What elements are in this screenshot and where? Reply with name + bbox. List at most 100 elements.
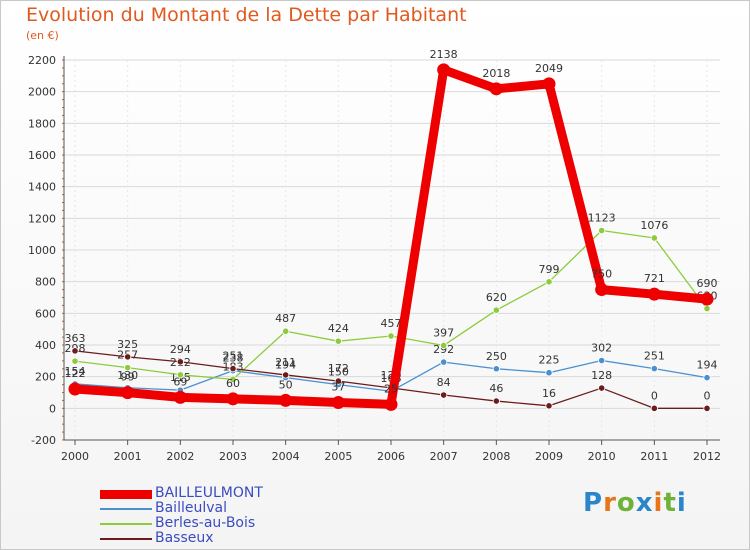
y-minor-tick <box>62 178 64 180</box>
y-minor-tick <box>62 273 64 275</box>
data-point-berles-au-bois <box>176 371 184 379</box>
y-minor-tick <box>62 439 64 441</box>
y-minor-tick <box>62 265 64 267</box>
x-tick-label: 2003 <box>219 450 247 463</box>
data-point-bailleulmont <box>384 397 398 411</box>
data-point-bailleulmont <box>647 287 661 301</box>
x-tick-label: 2011 <box>640 450 668 463</box>
y-minor-tick <box>62 194 64 196</box>
data-point-basseux <box>703 404 711 412</box>
data-label-bailleulval: 225 <box>539 354 560 367</box>
data-point-bailleulmont <box>226 392 240 406</box>
y-tick-label: 0 <box>49 402 56 415</box>
data-label-basseux: 16 <box>542 387 556 400</box>
y-minor-tick <box>62 67 64 69</box>
data-label-bailleulval: 194 <box>697 359 718 372</box>
y-minor-tick <box>62 107 64 108</box>
y-minor-tick <box>62 344 64 346</box>
y-minor-tick <box>62 392 64 393</box>
chart-unit: (en €) <box>26 29 59 42</box>
data-label-bailleulmont: 25 <box>384 382 398 395</box>
y-minor-tick <box>62 209 64 211</box>
data-label-berles-au-bois: 424 <box>328 322 349 335</box>
data-point-basseux <box>598 384 606 392</box>
y-minor-tick <box>62 162 64 164</box>
y-minor-tick <box>62 336 64 338</box>
y-tick-label: 1800 <box>28 117 56 130</box>
data-point-basseux <box>440 391 448 399</box>
data-point-basseux <box>229 364 237 373</box>
data-point-bailleulmont <box>68 382 82 396</box>
y-tick-label: 400 <box>35 339 56 352</box>
data-point-berles-au-bois <box>387 332 395 340</box>
legend-label: Berles-au-Bois <box>155 515 256 531</box>
y-minor-tick <box>62 376 64 378</box>
data-label-basseux: 46 <box>489 382 503 395</box>
y-tick-label: 600 <box>35 307 56 320</box>
data-point-bailleulmont <box>173 390 187 404</box>
x-tick-label: 2006 <box>377 450 405 463</box>
x-tick-label: 2008 <box>482 450 510 463</box>
data-label-basseux: 0 <box>651 389 658 402</box>
data-point-bailleulval <box>440 358 448 366</box>
data-label-bailleulmont: 2138 <box>430 48 458 61</box>
y-minor-tick <box>62 384 64 386</box>
y-minor-tick <box>62 281 64 283</box>
data-point-berles-au-bois <box>650 234 658 242</box>
data-label-basseux: 128 <box>591 369 612 382</box>
data-point-bailleulval <box>545 369 553 377</box>
y-minor-tick <box>62 289 64 291</box>
x-tick-label: 2012 <box>693 450 721 463</box>
data-point-bailleulmont <box>331 395 345 409</box>
data-label-berles-au-bois: 397 <box>433 326 454 339</box>
data-label-bailleulmont: 50 <box>279 378 293 391</box>
data-point-bailleulmont <box>437 63 451 77</box>
y-minor-tick <box>62 202 64 203</box>
data-label-bailleulmont: 37 <box>331 380 345 393</box>
data-label-bailleulval: 292 <box>433 343 454 356</box>
y-minor-tick <box>62 241 64 243</box>
data-point-berles-au-bois <box>229 375 237 383</box>
data-label-bailleulval: 238 <box>223 352 244 365</box>
data-label-basseux: 84 <box>437 376 451 389</box>
y-minor-tick <box>62 304 64 306</box>
data-point-basseux <box>492 397 500 405</box>
y-minor-tick <box>62 122 64 124</box>
y-minor-tick <box>62 99 64 101</box>
data-label-bailleulmont: 60 <box>226 377 240 390</box>
data-label-berles-au-bois: 620 <box>486 291 507 304</box>
y-minor-tick <box>62 170 64 172</box>
y-minor-tick <box>62 233 64 235</box>
y-minor-tick <box>62 423 64 425</box>
data-label-bailleulval: 130 <box>117 369 138 382</box>
data-label-basseux: 211 <box>275 356 296 369</box>
y-minor-tick <box>62 186 64 188</box>
y-minor-tick <box>62 130 64 132</box>
data-label-bailleulmont: 2018 <box>482 67 510 80</box>
chart-title: Evolution du Montant de la Dette par Hab… <box>26 4 467 26</box>
data-point-basseux <box>71 347 79 355</box>
y-minor-tick <box>62 352 64 354</box>
data-label-bailleulmont: 2049 <box>535 62 563 75</box>
data-point-bailleulmont <box>542 77 556 91</box>
data-label-berles-au-bois: 487 <box>275 312 296 325</box>
data-point-berles-au-bois <box>545 278 553 286</box>
data-label-berles-au-bois: 799 <box>539 263 560 276</box>
y-minor-tick <box>62 431 64 433</box>
x-tick-label: 2010 <box>588 450 616 463</box>
y-minor-tick <box>62 114 64 116</box>
data-label-bailleulmont: 750 <box>591 268 612 281</box>
y-tick-label: 1600 <box>28 149 56 162</box>
data-point-basseux <box>650 404 658 412</box>
y-tick-label: 2200 <box>28 54 56 67</box>
data-point-berles-au-bois <box>492 306 500 314</box>
legend-label: Bailleulval <box>155 500 227 516</box>
y-minor-tick <box>62 415 64 417</box>
data-point-berles-au-bois <box>334 337 342 345</box>
data-point-bailleulval <box>703 374 711 382</box>
data-point-basseux <box>124 353 132 361</box>
legend-swatch <box>100 538 152 540</box>
data-point-bailleulval <box>492 365 500 373</box>
data-label-bailleulmont: 69 <box>173 375 187 388</box>
y-minor-tick <box>62 399 64 401</box>
